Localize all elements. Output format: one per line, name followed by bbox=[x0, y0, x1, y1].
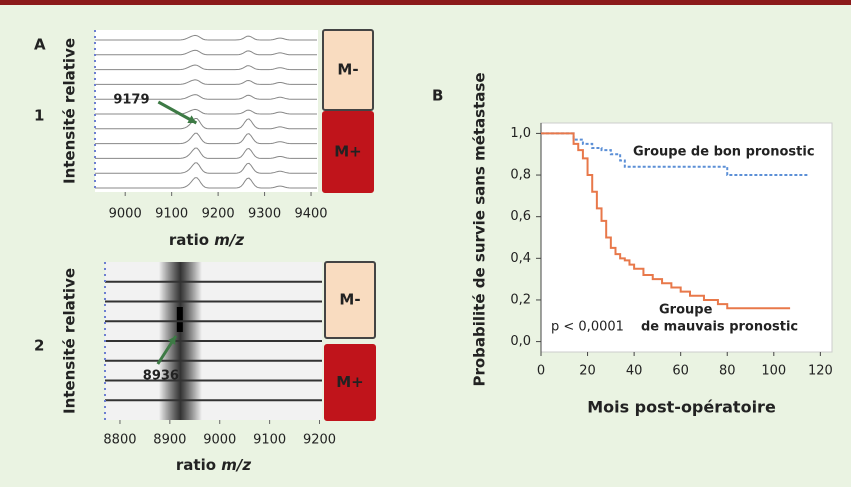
x-tick-label: 100 bbox=[761, 364, 786, 379]
x-tick-label: 8900 bbox=[153, 433, 186, 448]
x-tick-label: 9200 bbox=[202, 207, 235, 222]
x-tick-label: 9400 bbox=[294, 207, 327, 222]
x-tick-label: 9100 bbox=[155, 207, 188, 222]
y-tick-label: 0,6 bbox=[510, 209, 531, 224]
group-label: M+ bbox=[336, 373, 364, 391]
group-label: M+ bbox=[334, 143, 362, 161]
x-tick-label: 8800 bbox=[103, 433, 136, 448]
x-tick-label: 40 bbox=[626, 364, 643, 379]
group-label: M- bbox=[337, 61, 358, 79]
gel-spot bbox=[177, 307, 183, 332]
y-axis-label: Intensité relative bbox=[61, 268, 79, 414]
group-label: M- bbox=[339, 291, 360, 309]
x-tick-label: 0 bbox=[537, 364, 545, 379]
x-tick-label: 20 bbox=[579, 364, 596, 379]
x-tick-label: 9200 bbox=[303, 433, 336, 448]
x-label-italic: m/z bbox=[221, 456, 251, 474]
x-axis-label: Mois post-opératoire bbox=[587, 398, 776, 417]
x-label-text: ratio bbox=[169, 231, 209, 249]
y-tick-label: 0,4 bbox=[510, 251, 531, 266]
panel-label: B bbox=[432, 87, 443, 105]
annotation: 9179 bbox=[113, 93, 149, 108]
top-bar bbox=[0, 0, 851, 5]
annotation: p < 0,0001 bbox=[551, 320, 624, 335]
panel-label: A bbox=[34, 36, 46, 54]
annotation: de mauvais pronostic bbox=[641, 320, 798, 335]
x-axis-label: ratio m/z bbox=[176, 456, 251, 474]
y-tick-label: 0,2 bbox=[510, 292, 531, 307]
x-axis-label: ratio m/z bbox=[169, 231, 244, 249]
page: {"chart_data": [ {"type": "spectra", "pa… bbox=[0, 0, 851, 487]
x-tick-label: 9000 bbox=[203, 433, 236, 448]
x-label-text: ratio bbox=[176, 456, 216, 474]
annotation: Groupe bbox=[659, 303, 713, 318]
subpanel-label: 2 bbox=[34, 337, 44, 355]
y-axis-label: Intensité relative bbox=[61, 38, 79, 184]
x-tick-label: 9000 bbox=[109, 207, 142, 222]
y-tick-label: 1,0 bbox=[510, 126, 531, 141]
x-tick-label: 80 bbox=[719, 364, 736, 379]
x-tick-label: 120 bbox=[808, 364, 833, 379]
x-tick-label: 9300 bbox=[248, 207, 281, 222]
x-tick-label: 9100 bbox=[253, 433, 286, 448]
y-tick-label: 0,0 bbox=[510, 334, 531, 349]
annotation: Groupe de bon pronostic bbox=[633, 145, 815, 160]
x-tick-label: 60 bbox=[672, 364, 689, 379]
y-axis-label: Probabilité de survie sans métastase bbox=[471, 72, 489, 386]
subpanel-label: 1 bbox=[34, 107, 44, 125]
y-tick-label: 0,8 bbox=[510, 168, 531, 183]
figure: 9000 9100 9200 9300 9400 ratio m/z Intensité r… bbox=[0, 0, 851, 487]
annotation: 8936 bbox=[143, 369, 179, 384]
x-label-italic: m/z bbox=[214, 231, 244, 249]
